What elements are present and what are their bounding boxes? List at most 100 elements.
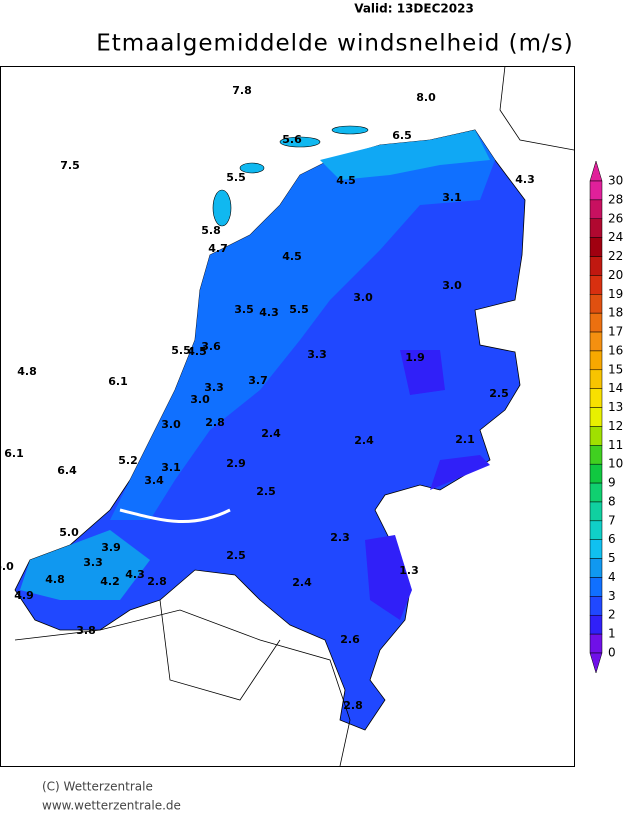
legend-swatch	[589, 180, 603, 201]
station-value: 6.5	[392, 129, 412, 142]
legend-swatch	[589, 237, 603, 257]
legend-swatch	[589, 482, 603, 503]
legend-arrow-top	[589, 160, 603, 182]
station-value: 5.2	[118, 454, 138, 467]
legend-label: 8	[608, 494, 616, 508]
station-value: 1.9	[405, 351, 425, 364]
station-value: 4.9	[14, 589, 34, 602]
legend-label: 14	[608, 381, 623, 395]
station-value: 6.0	[0, 560, 14, 573]
legend-swatch	[589, 312, 603, 333]
legend-label: 10	[608, 457, 623, 471]
legend-label: 30	[608, 174, 623, 188]
legend-label: 1	[608, 627, 616, 641]
map-title: Etmaalgemiddelde windsnelheid (m/s)	[96, 31, 573, 57]
legend-swatch	[589, 558, 603, 578]
island	[331, 125, 369, 135]
legend-swatch	[589, 463, 603, 484]
legend-label: 12	[608, 419, 623, 433]
copyright: (C) Wetterzentrale	[42, 780, 153, 794]
station-value: 4.7	[208, 242, 228, 255]
station-value: 4.2	[100, 575, 120, 588]
legend-swatch	[589, 369, 603, 389]
station-value: 2.9	[226, 457, 246, 470]
station-value: 3.6	[201, 340, 221, 353]
zone-2-south	[365, 535, 412, 620]
legend-label: 17	[608, 325, 623, 339]
station-value: 2.8	[343, 699, 363, 712]
station-value: 2.5	[226, 549, 246, 562]
legend-label: 6	[608, 532, 616, 546]
legend-label: 9	[608, 476, 616, 490]
legend-swatch	[589, 596, 603, 616]
station-value: 4.3	[515, 173, 535, 186]
station-value: 3.3	[307, 348, 327, 361]
station-value: 4.3	[259, 306, 279, 319]
station-value: 2.4	[261, 427, 281, 440]
legend-label: 5	[608, 551, 616, 565]
legend-label: 0	[608, 646, 616, 660]
station-value: 2.6	[340, 633, 360, 646]
station-value: 5.5	[171, 344, 191, 357]
station-value: 3.9	[101, 541, 121, 554]
valid-date: Valid: 13DEC2023	[354, 2, 474, 16]
river	[119, 508, 231, 523]
legend-label: 15	[608, 362, 623, 376]
legend-label: 16	[608, 343, 623, 357]
legend-label: 3	[608, 589, 616, 603]
legend-swatch	[589, 407, 603, 427]
border-de	[499, 65, 575, 151]
station-value: 3.0	[353, 291, 373, 304]
legend-swatch	[589, 501, 603, 522]
legend-swatch	[589, 218, 603, 238]
station-value: 4.3	[125, 568, 145, 581]
legend-swatch	[589, 426, 603, 446]
station-value: 2.1	[455, 433, 475, 446]
station-value: 3.8	[76, 624, 96, 637]
station-value: 3.5	[234, 303, 254, 316]
station-value: 4.8	[17, 365, 37, 378]
station-value: 5.8	[201, 224, 221, 237]
station-value: 5.5	[226, 171, 246, 184]
legend-arrow-bottom	[589, 652, 603, 674]
island	[212, 189, 232, 227]
station-value: 2.3	[330, 531, 350, 544]
station-value: 3.1	[442, 191, 462, 204]
zone-5-sw	[20, 530, 150, 600]
station-value: 4.5	[187, 345, 207, 358]
legend-label: 11	[608, 438, 623, 452]
station-value: 6.4	[57, 464, 77, 477]
legend-label: 7	[608, 513, 616, 527]
station-value: 1.3	[399, 564, 419, 577]
legend-swatch	[589, 614, 603, 635]
station-value: 5.5	[289, 303, 309, 316]
station-value: 4.5	[282, 250, 302, 263]
legend-swatch	[589, 294, 603, 314]
legend-label: 4	[608, 570, 616, 584]
zone-2-ne	[430, 455, 490, 490]
station-value: 8.0	[416, 91, 436, 104]
station-value: 3.0	[190, 393, 210, 406]
legend-label: 28	[608, 192, 623, 206]
legend-swatch	[589, 539, 603, 559]
station-value: 7.8	[232, 84, 252, 97]
legend-swatch	[589, 388, 603, 408]
station-value: 3.3	[204, 381, 224, 394]
station-value: 4.8	[45, 573, 65, 586]
station-value: 2.4	[292, 576, 312, 589]
station-value: 3.4	[144, 474, 164, 487]
legend-swatch	[589, 275, 603, 295]
island	[239, 162, 265, 174]
station-value: 5.6	[282, 133, 302, 146]
station-value: 3.3	[83, 556, 103, 569]
station-value: 3.0	[442, 279, 462, 292]
legend-swatch	[589, 331, 603, 352]
legend-label: 19	[608, 287, 623, 301]
station-value: 7.5	[60, 159, 80, 172]
station-value: 3.0	[161, 418, 181, 431]
station-value: 2.8	[205, 416, 225, 429]
legend-label: 22	[608, 249, 623, 263]
legend-swatch	[589, 577, 603, 597]
station-value: 2.5	[489, 387, 509, 400]
